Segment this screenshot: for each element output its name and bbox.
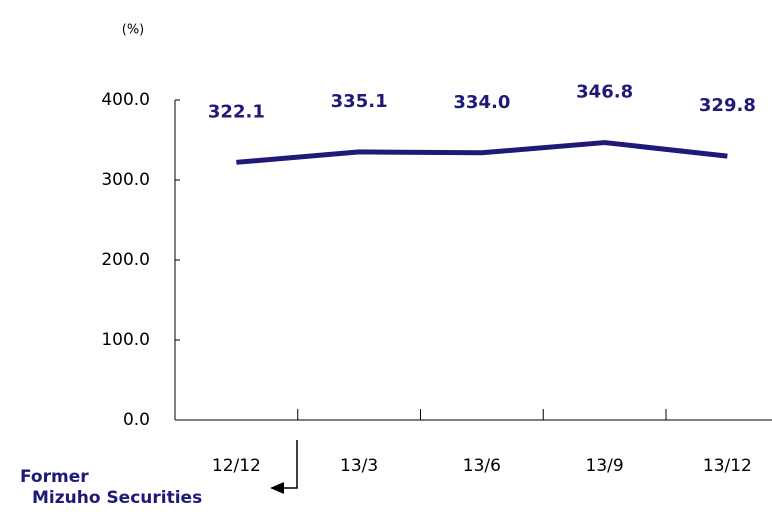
annotation: Mizuho Securities bbox=[32, 488, 202, 508]
x-tick-label: 12/12 bbox=[212, 456, 261, 476]
y-tick-label: 300.0 bbox=[101, 170, 150, 190]
x-tick-label: 13/9 bbox=[586, 456, 624, 476]
unit-label: (%) bbox=[122, 23, 145, 38]
value-label: 329.8 bbox=[699, 95, 756, 116]
annotation-arrowhead bbox=[270, 482, 284, 494]
x-tick-label: 13/6 bbox=[463, 456, 501, 476]
x-tick-label: 13/3 bbox=[340, 456, 378, 476]
annotation: Former bbox=[20, 467, 89, 487]
x-tick-label: 13/12 bbox=[703, 456, 752, 476]
value-label: 322.1 bbox=[208, 101, 265, 122]
y-tick-label: 100.0 bbox=[101, 330, 150, 350]
y-tick-label: 400.0 bbox=[101, 90, 150, 110]
line-series bbox=[236, 140, 728, 165]
annotation-connector bbox=[282, 440, 298, 489]
value-label: 335.1 bbox=[331, 91, 388, 112]
y-tick-label: 0.0 bbox=[123, 410, 150, 430]
value-label: 346.8 bbox=[576, 82, 633, 103]
y-tick-label: 200.0 bbox=[101, 250, 150, 270]
value-label: 334.0 bbox=[453, 92, 510, 113]
